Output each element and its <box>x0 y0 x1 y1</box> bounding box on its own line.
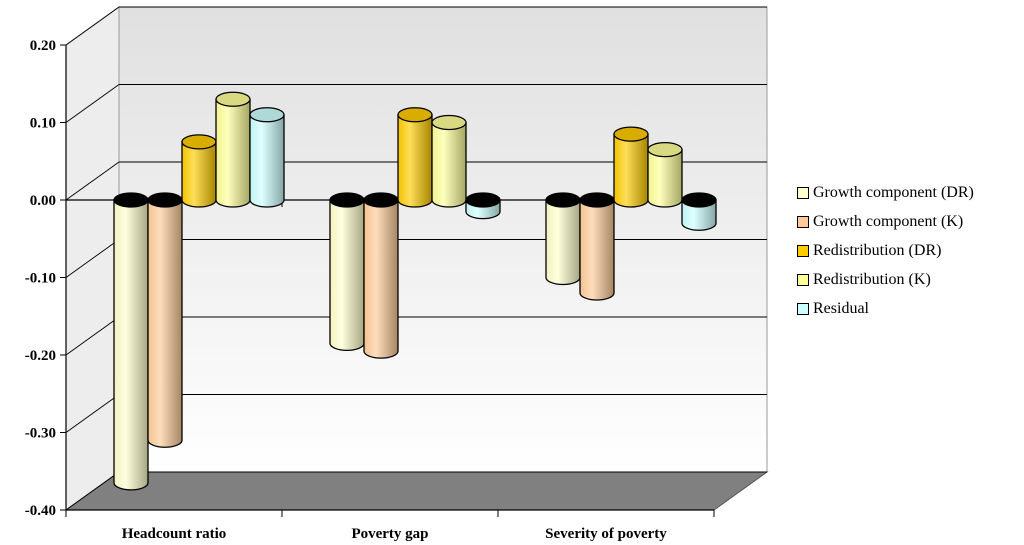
legend-label: Redistribution (DR) <box>813 241 942 259</box>
bar-body <box>579 199 615 301</box>
legend-label: Growth component (K) <box>813 212 964 230</box>
bar <box>397 107 433 208</box>
bar-cap <box>465 192 501 208</box>
bar-cap <box>681 192 717 208</box>
floor <box>64 471 769 511</box>
bar-cap <box>431 114 467 131</box>
bar-cap <box>579 192 615 208</box>
bar <box>681 192 717 231</box>
bar-cap <box>215 91 251 107</box>
bar-body <box>613 133 649 208</box>
bar <box>215 91 251 208</box>
y-tick-label: -0.30 <box>25 426 56 442</box>
bar <box>613 126 649 208</box>
category-label: Poverty gap <box>351 526 428 542</box>
gridline-depth <box>65 161 120 201</box>
bar-body <box>397 114 433 208</box>
bar-body <box>215 98 251 208</box>
bar <box>181 134 217 208</box>
bar <box>113 192 149 491</box>
y-tick-label: -0.20 <box>25 348 56 364</box>
y-tick-label: 0.10 <box>30 116 56 132</box>
bar-body <box>545 199 581 286</box>
bar-body <box>147 199 183 448</box>
category-label: Severity of poverty <box>545 526 667 542</box>
legend-item: Redistribution (K) <box>797 265 974 294</box>
legend-label: Redistribution (K) <box>813 270 931 288</box>
gridline-depth <box>65 6 120 46</box>
bar <box>249 107 285 208</box>
bar-cap <box>545 192 581 208</box>
bar <box>647 141 683 208</box>
bar-body <box>181 141 217 208</box>
bar-body <box>681 199 717 231</box>
gridline-depth <box>65 471 120 511</box>
bar <box>363 192 399 359</box>
category-label: Headcount ratio <box>122 526 227 542</box>
bar <box>431 114 467 208</box>
legend-swatch <box>797 186 809 199</box>
bar <box>329 192 365 352</box>
bar-cap <box>397 107 433 123</box>
bar-cap <box>647 141 683 158</box>
legend-swatch <box>797 302 809 315</box>
legend-item: Redistribution (DR) <box>797 236 974 265</box>
legend: Growth component (DR) Growth component (K… <box>797 178 974 323</box>
legend-swatch <box>797 244 809 257</box>
y-tick-label: 0.20 <box>30 38 56 54</box>
gridline-depth <box>65 394 120 433</box>
bar-cap <box>329 192 365 208</box>
bar <box>465 192 501 220</box>
y-tick-label: -0.10 <box>25 271 56 287</box>
bar-body <box>329 199 365 352</box>
bar-cap <box>613 126 649 142</box>
bar <box>147 192 183 448</box>
bar-body <box>113 199 149 491</box>
y-tick-label: -0.40 <box>25 503 56 519</box>
bar-cap <box>249 107 285 123</box>
bar <box>545 192 581 286</box>
bar-body <box>249 114 285 208</box>
legend-label: Growth component (DR) <box>813 183 974 201</box>
legend-item: Growth component (DR) <box>797 178 974 207</box>
gridline-depth <box>65 239 120 278</box>
gridline-depth <box>65 84 120 123</box>
legend-label: Residual <box>813 299 869 317</box>
gridline-depth <box>65 316 120 356</box>
bar-body <box>647 148 683 208</box>
bar-cap <box>147 192 183 208</box>
bar <box>579 192 615 301</box>
bar-body <box>363 199 399 359</box>
legend-swatch <box>797 215 809 228</box>
bar-body <box>431 121 467 208</box>
legend-item: Residual <box>797 294 974 323</box>
y-tick-label: 0.00 <box>30 193 56 209</box>
bar-cap <box>363 192 399 208</box>
bar-cap <box>113 192 149 208</box>
legend-item: Growth component (K) <box>797 207 974 236</box>
legend-swatch <box>797 273 809 286</box>
bar-cap <box>181 134 217 150</box>
